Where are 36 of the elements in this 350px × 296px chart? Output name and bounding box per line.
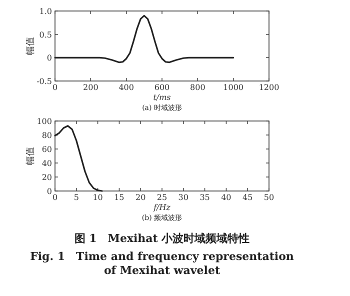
line-series — [54, 14, 234, 64]
x-tick-label: 40 — [221, 193, 232, 202]
y-tick-label: 40 — [42, 159, 52, 168]
x-tick-label: 10 — [92, 193, 103, 202]
x-axis-title: t/ms — [153, 93, 171, 102]
y-tick-label: -0.5 — [36, 77, 52, 86]
y-tick-label: 20 — [42, 173, 52, 182]
y-tick-label: 0.5 — [39, 30, 52, 40]
x-tick-label: 5 — [74, 193, 79, 202]
x-tick-label: 50 — [264, 193, 274, 202]
x-tick-label: 25 — [156, 193, 168, 202]
caption: Fig. 1 Time and frequency representation of Mexihat wavelet — [30, 250, 294, 277]
x-tick-label: 600 — [154, 83, 170, 92]
x-tick-label: 15 — [114, 193, 124, 202]
x-tick-label: 400 — [118, 83, 134, 92]
x-tick-label: 35 — [200, 193, 210, 202]
x-tick-label: 200 — [83, 83, 98, 92]
y-axis-title: 幅值 — [25, 147, 36, 165]
y-tick-label: 60 — [42, 145, 52, 154]
x-tick-label: 30 — [178, 193, 188, 202]
x-tick-label: 20 — [136, 193, 146, 202]
caption: 图 1 Mexihat 小波时域频域特性 — [74, 232, 250, 245]
line-series — [54, 125, 103, 192]
y-axis-title: 幅值 — [25, 37, 36, 55]
y-tick-label: 80 — [42, 131, 52, 140]
x-tick-label: 800 — [190, 83, 206, 92]
x-tick-label: 1200 — [258, 83, 280, 92]
y-tick-label: 1.0 — [39, 7, 52, 16]
x-tick-label: 1000 — [223, 83, 244, 92]
x-tick-label: 0 — [52, 83, 58, 92]
y-tick-label: 100 — [36, 117, 52, 126]
x-tick-label: 45 — [242, 193, 253, 202]
x-tick-label: 0 — [52, 193, 58, 202]
x-axis-title: f/Hz — [152, 203, 172, 212]
y-tick-label: 0 — [46, 187, 52, 196]
y-tick-label: 0 — [46, 54, 52, 63]
